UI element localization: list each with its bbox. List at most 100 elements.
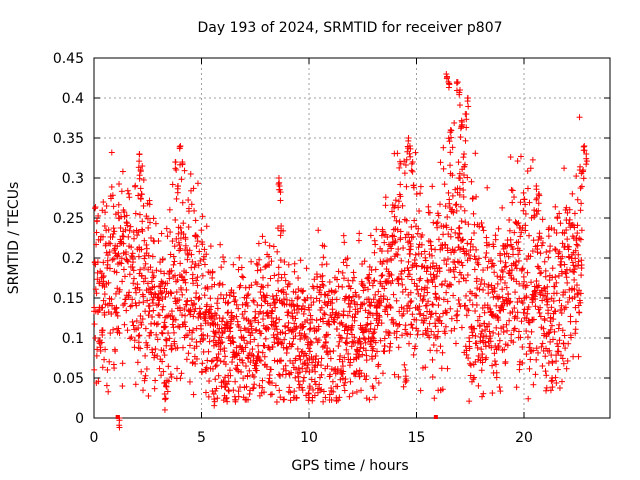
data-point — [206, 306, 213, 313]
data-point — [181, 167, 188, 174]
data-point — [240, 334, 247, 341]
data-point — [241, 308, 248, 315]
data-point — [175, 230, 182, 237]
data-point — [238, 369, 245, 376]
data-point — [128, 334, 135, 341]
data-point — [220, 315, 226, 322]
data-point — [552, 273, 559, 280]
data-point — [502, 358, 509, 365]
data-point — [454, 311, 461, 318]
data-point — [159, 306, 166, 313]
data-point — [282, 330, 289, 337]
data-point — [91, 304, 98, 311]
data-point — [412, 149, 419, 156]
data-point — [101, 291, 108, 298]
data-point — [119, 168, 126, 175]
data-point — [493, 369, 500, 376]
data-point — [135, 332, 142, 339]
data-point — [444, 214, 451, 221]
spike-point — [172, 159, 179, 166]
data-point — [291, 268, 298, 275]
data-point — [491, 358, 498, 365]
data-point — [240, 274, 247, 281]
data-point — [187, 170, 194, 177]
data-point — [374, 348, 381, 355]
data-point — [515, 328, 522, 335]
data-point — [499, 204, 506, 211]
x-axis-label: GPS time / hours — [291, 458, 408, 474]
data-point — [174, 276, 181, 283]
data-point — [224, 398, 231, 405]
data-point — [204, 332, 211, 339]
data-point — [335, 283, 342, 290]
data-point — [233, 344, 240, 351]
data-point — [560, 360, 567, 367]
zero-marker — [115, 415, 120, 419]
data-point — [537, 270, 544, 277]
data-point — [192, 260, 199, 267]
data-point — [222, 361, 229, 368]
data-point — [173, 289, 180, 296]
data-point — [134, 359, 141, 366]
data-point — [553, 290, 560, 297]
data-point — [567, 313, 574, 320]
data-point — [184, 250, 191, 257]
data-point — [285, 309, 292, 316]
data-point — [150, 300, 157, 307]
data-point — [224, 300, 231, 307]
data-point — [286, 384, 293, 391]
data-point — [248, 258, 255, 265]
data-point — [403, 183, 410, 190]
data-point — [257, 266, 264, 273]
data-point — [552, 203, 559, 210]
data-point — [554, 366, 561, 373]
data-point — [435, 328, 442, 335]
data-point — [209, 268, 216, 275]
data-point — [154, 352, 161, 359]
data-point — [479, 393, 486, 400]
data-point — [453, 312, 460, 319]
data-point — [449, 192, 456, 199]
data-point — [275, 271, 282, 278]
data-point — [269, 391, 276, 398]
data-point — [201, 246, 208, 253]
data-point — [230, 339, 237, 346]
data-point — [113, 269, 120, 276]
data-point — [176, 324, 183, 331]
data-point — [235, 323, 242, 330]
data-point — [191, 264, 198, 271]
data-point — [165, 378, 172, 385]
data-point — [189, 271, 196, 278]
data-point — [468, 236, 475, 243]
data-point — [381, 342, 388, 349]
data-point — [511, 194, 518, 201]
data-point — [429, 301, 436, 308]
data-point — [144, 342, 151, 349]
data-point — [408, 223, 415, 230]
data-point — [124, 257, 131, 264]
spike-point — [137, 196, 144, 203]
data-point — [457, 134, 464, 141]
data-point — [153, 331, 160, 338]
data-point — [390, 291, 397, 298]
data-point — [213, 312, 220, 319]
plot-frame — [93, 57, 611, 419]
data-point — [92, 335, 99, 342]
data-point — [478, 367, 485, 374]
data-point — [494, 280, 501, 287]
data-point — [454, 258, 461, 265]
data-point — [185, 224, 192, 231]
data-point — [150, 272, 157, 279]
spike-point — [161, 406, 168, 413]
data-point — [257, 289, 264, 296]
data-point — [218, 318, 225, 325]
data-point — [371, 326, 378, 333]
data-point — [106, 358, 113, 365]
data-point — [244, 292, 251, 299]
data-point — [109, 302, 116, 309]
data-point — [399, 288, 406, 295]
data-point — [226, 333, 233, 340]
data-point — [142, 372, 149, 379]
data-point — [230, 261, 237, 268]
data-point — [351, 274, 358, 281]
